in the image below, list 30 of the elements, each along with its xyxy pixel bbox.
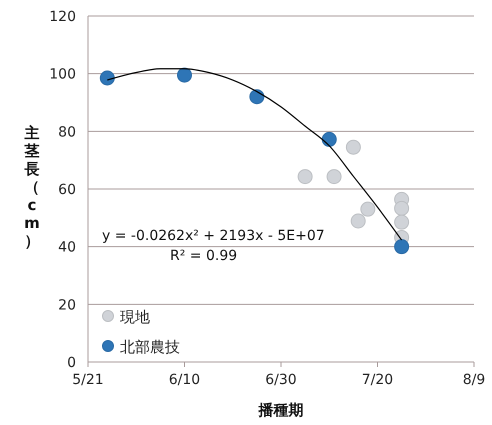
x-axis-title: 播種期 bbox=[258, 401, 304, 419]
point bbox=[394, 239, 410, 254]
x-tick-label: 6/30 bbox=[265, 372, 297, 388]
point bbox=[350, 214, 366, 229]
point bbox=[322, 132, 337, 147]
point bbox=[394, 200, 410, 216]
y-tick-label: 0 bbox=[67, 355, 76, 371]
point bbox=[326, 169, 342, 184]
legend-label: 現地 bbox=[120, 308, 150, 326]
y-axis-title: 主茎長（cm） bbox=[24, 124, 40, 250]
y-tick-label: 100 bbox=[49, 66, 76, 83]
point bbox=[249, 89, 264, 104]
point bbox=[100, 70, 115, 86]
y-tick-label: 40 bbox=[58, 240, 76, 256]
point bbox=[346, 140, 361, 155]
x-tick-label: 5/21 bbox=[72, 372, 104, 388]
point bbox=[394, 214, 410, 230]
point bbox=[360, 202, 376, 217]
annotation: y = -0.0262x² + 2193x - 5E+07 bbox=[102, 228, 325, 244]
point bbox=[298, 169, 313, 184]
y-tick-label: 80 bbox=[58, 124, 76, 140]
y-tick-label: 20 bbox=[58, 297, 76, 314]
x-tick-label: 6/10 bbox=[168, 372, 200, 388]
y-tick-label: 120 bbox=[49, 9, 76, 25]
x-tick-label: 7/20 bbox=[362, 372, 394, 388]
x-tick-label: 8/9 bbox=[462, 372, 486, 388]
annotation: R² = 0.99 bbox=[170, 248, 238, 264]
point bbox=[177, 68, 192, 83]
y-tick-label: 60 bbox=[58, 182, 76, 198]
legend-label: 北部農技 bbox=[120, 338, 180, 356]
